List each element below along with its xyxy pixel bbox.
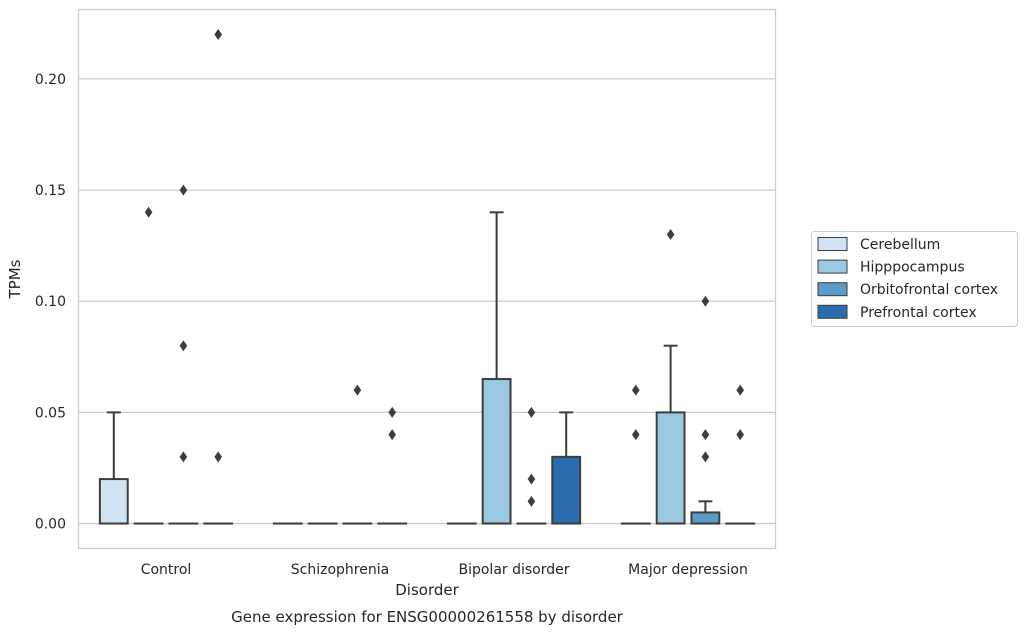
box-prefrontal-cortex [203, 28, 234, 525]
legend-frame [811, 231, 1018, 327]
y-tick-label: 0.20 [35, 72, 66, 88]
box-orbitofrontal-cortex [516, 406, 547, 525]
outlier-point [527, 473, 536, 485]
box-body [551, 455, 582, 525]
box-cerebellum [98, 411, 129, 525]
outlier-point [632, 384, 640, 396]
y-tick-labels: 0.00 0.05 0.10 0.15 0.20 [35, 72, 66, 533]
box-orbitofrontal-cortex [342, 384, 373, 525]
outlier-point [179, 184, 188, 196]
outlier-point [214, 28, 222, 40]
y-tick-label: 0.00 [35, 517, 66, 533]
box-body [98, 478, 129, 525]
box-prefrontal-cortex [725, 384, 756, 525]
box-body [481, 378, 512, 525]
outlier-point [527, 495, 536, 507]
legend-label: Cerebellum [860, 237, 940, 253]
legend-swatch [817, 259, 848, 274]
legend-label: Orbitofrontal cortex [860, 282, 998, 298]
outlier-point [388, 406, 396, 418]
box-orbitofrontal-cortex [168, 184, 199, 525]
box-prefrontal-cortex [551, 411, 582, 525]
y-tick-label: 0.10 [35, 294, 66, 310]
outlier-point [527, 406, 536, 418]
outlier-point [179, 340, 188, 352]
chart-title: Gene expression for ENSG00000261558 by d… [231, 608, 624, 626]
boxes [98, 28, 756, 525]
x-tick-labels: Control Schizophrenia Bipolar disorder Majo… [141, 562, 748, 578]
legend: Cerebellum Hipppocampus Orbitofrontal cort… [811, 231, 1018, 327]
outlier-point [144, 206, 153, 218]
outlier-point [666, 229, 675, 241]
legend-swatch [817, 237, 848, 251]
legend-swatch [817, 282, 848, 297]
box-cerebellum [620, 384, 651, 525]
outlier-point [701, 429, 710, 441]
x-tick-label: Schizophrenia [291, 562, 389, 578]
plot-area-frame [77, 8, 777, 550]
box-hipppocampus [655, 229, 686, 525]
outlier-point [736, 429, 744, 441]
outlier-point [353, 384, 362, 396]
box-orbitofrontal-cortex [690, 295, 721, 525]
outlier-point [736, 384, 744, 396]
box-body [655, 411, 686, 525]
x-axis-title: Disorder [395, 581, 459, 599]
outlier-point [701, 451, 710, 463]
y-axis-title: TPMs [6, 259, 24, 299]
x-tick-label: Major depression [628, 562, 748, 578]
y-tick-label: 0.15 [35, 183, 66, 199]
outlier-point [179, 451, 188, 463]
y-tick-label: 0.05 [35, 405, 66, 421]
x-tick-label: Bipolar disorder [458, 562, 569, 578]
outlier-point [214, 451, 222, 463]
box-body [690, 511, 721, 525]
box-hipppocampus [481, 211, 512, 525]
box-hipppocampus [133, 206, 164, 525]
legend-swatch [817, 304, 848, 319]
box-prefrontal-cortex [377, 406, 408, 525]
x-tick-label: Control [141, 562, 192, 578]
legend-label: Hipppocampus [860, 260, 965, 276]
outlier-point [632, 429, 640, 441]
outlier-point [701, 295, 710, 307]
outlier-point [388, 429, 396, 441]
legend-label: Prefrontal cortex [860, 305, 977, 321]
